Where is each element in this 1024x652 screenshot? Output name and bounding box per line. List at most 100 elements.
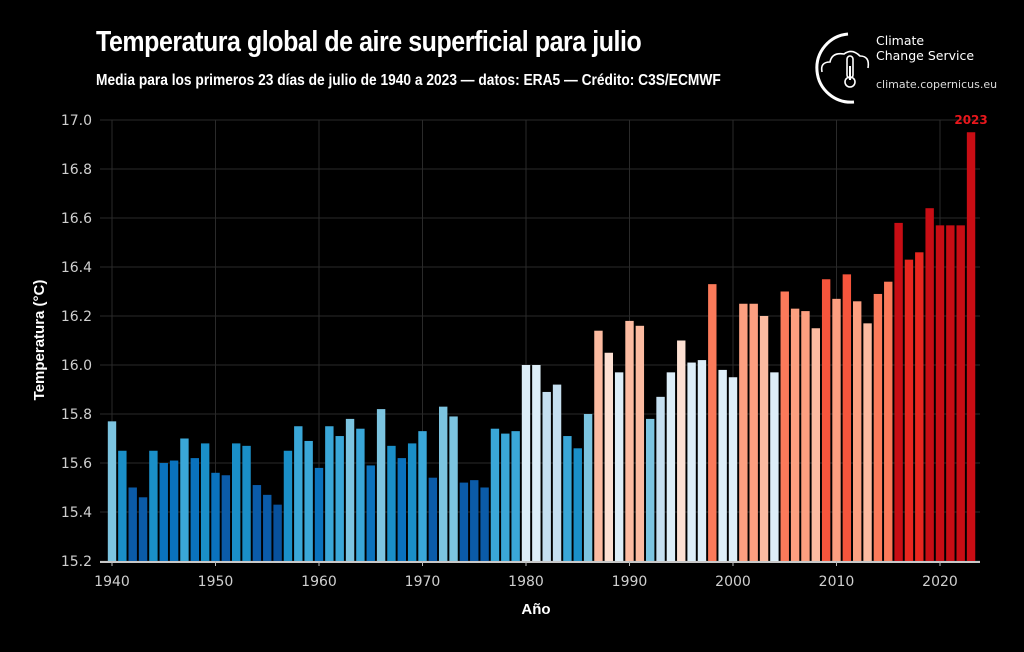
bar-1955 — [263, 494, 272, 561]
bar-1992 — [646, 418, 655, 561]
bar-2006 — [790, 308, 800, 561]
y-axis-ticks: 15.2 15.4 15.6 15.8 16.0 16.2 16.4 16.6 16.8 17.0 — [61, 113, 92, 570]
bar-1985 — [573, 448, 582, 561]
bar-1943 — [138, 497, 148, 561]
bar-2000 — [728, 377, 738, 561]
y-tick-label: 15.4 — [61, 505, 92, 521]
chart-title: Temperatura global de aire superficial p… — [96, 26, 642, 58]
bar-2007 — [801, 311, 810, 561]
copernicus-logo[interactable]: Climate Change Service climate.copernicu… — [808, 28, 1008, 108]
bar-1958 — [294, 426, 303, 561]
bar-2016 — [894, 222, 903, 561]
logo-line1: Climate — [876, 33, 925, 48]
x-tick-label: 2020 — [922, 574, 958, 590]
bar-2022 — [956, 225, 965, 561]
bar-2004 — [770, 372, 779, 561]
bar-1957 — [283, 450, 293, 561]
bar-2013 — [863, 323, 872, 561]
bar-1970 — [418, 431, 427, 561]
bar-2015 — [884, 281, 893, 561]
bar-1959 — [304, 440, 313, 561]
bar-1971 — [428, 477, 438, 561]
bar-1948 — [190, 458, 199, 561]
bar-1974 — [459, 482, 469, 561]
bar-1952 — [232, 443, 241, 561]
bar-1946 — [169, 460, 179, 561]
bar-1979 — [511, 431, 520, 561]
bar-1997 — [697, 360, 707, 561]
bar-1941 — [118, 450, 127, 561]
logo-url[interactable]: climate.copernicus.eu — [876, 78, 998, 91]
bar-1984 — [563, 436, 572, 561]
bar-1991 — [635, 325, 645, 561]
bar-2023 — [966, 132, 976, 561]
bar-1972 — [439, 406, 448, 561]
bar-1949 — [200, 443, 210, 561]
bar-2018 — [915, 252, 924, 562]
x-tick-label: 1980 — [508, 574, 544, 590]
bar-1963 — [345, 418, 355, 561]
bar-1977 — [490, 428, 500, 561]
bar-1940 — [107, 421, 117, 561]
x-axis-title: Año — [521, 601, 550, 618]
bar-1961 — [325, 426, 334, 561]
x-tick-label: 1970 — [405, 574, 441, 590]
bar-1964 — [356, 428, 365, 561]
bar-2021 — [946, 225, 955, 561]
bar-1968 — [397, 458, 406, 561]
bar-1951 — [221, 475, 231, 561]
bar-2010 — [832, 298, 841, 561]
bar-2019 — [925, 208, 934, 561]
bar-2002 — [749, 303, 758, 561]
bar-1995 — [677, 340, 686, 561]
bar-1980 — [521, 365, 531, 561]
bar-1953 — [242, 445, 251, 561]
bar-1993 — [656, 396, 665, 561]
y-tick-label: 16.2 — [61, 309, 92, 325]
bar-1989 — [614, 372, 624, 561]
bar-1994 — [666, 372, 676, 561]
x-axis-ticks: 1940 1950 1960 1970 1980 1990 2000 2010 2020 — [94, 561, 958, 590]
x-tick-label: 1990 — [612, 574, 648, 590]
bar-1982 — [542, 391, 551, 561]
bar-1966 — [376, 409, 386, 561]
bar-1969 — [407, 443, 417, 561]
bar-1942 — [128, 487, 137, 561]
bar-1998 — [708, 284, 717, 561]
y-tick-label: 16.4 — [61, 260, 92, 276]
y-tick-label: 15.6 — [61, 456, 92, 472]
x-tick-label: 1960 — [301, 574, 337, 590]
bar-2011 — [842, 274, 852, 561]
bar-1944 — [149, 450, 158, 561]
bar-1967 — [387, 445, 396, 561]
bar-1976 — [480, 487, 489, 561]
bar-2012 — [853, 301, 862, 561]
bar-1965 — [366, 465, 375, 561]
bar-2003 — [759, 316, 769, 561]
y-tick-label: 16.0 — [61, 358, 92, 374]
y-tick-label: 15.2 — [61, 554, 92, 570]
bar-1962 — [335, 436, 344, 561]
bar-1950 — [211, 472, 220, 561]
x-tick-label: 2000 — [715, 574, 751, 590]
bar-1960 — [314, 467, 324, 561]
logo-line2: Change Service — [876, 48, 975, 63]
bar-2009 — [821, 279, 831, 561]
bar-1956 — [273, 504, 282, 561]
x-tick-label: 1950 — [198, 574, 234, 590]
bar-1978 — [501, 433, 510, 561]
bar-1973 — [449, 416, 458, 561]
bar-1986 — [583, 414, 593, 561]
bar-2008 — [811, 328, 820, 561]
y-axis-title: Temperatura (°C) — [31, 280, 48, 401]
bar-1945 — [159, 463, 168, 561]
bar-2001 — [739, 303, 748, 561]
highlight-label-2023: 2023 — [954, 113, 987, 127]
bar-1999 — [718, 369, 727, 561]
bar-1975 — [470, 480, 479, 561]
y-tick-label: 16.6 — [61, 211, 92, 227]
bar-1996 — [687, 362, 696, 561]
y-tick-label: 15.8 — [61, 407, 92, 423]
bar-1988 — [604, 352, 613, 561]
